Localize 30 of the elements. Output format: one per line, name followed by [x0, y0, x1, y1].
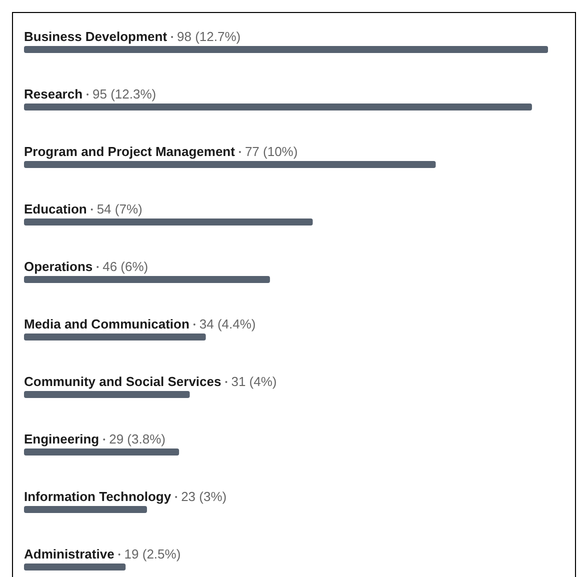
- y-tick-label: Media and Communication: [24, 316, 190, 332]
- y-tick-label: Community and Social Services: [24, 374, 222, 389]
- data-label: 77 (10%): [244, 144, 298, 159]
- bar: [24, 391, 190, 398]
- data-label: 98 (12.7%): [177, 29, 241, 44]
- data-label: 46 (6%): [102, 259, 148, 274]
- data-label: 29 (3.8%): [109, 432, 166, 446]
- data-label: 54 (7%): [96, 202, 142, 216]
- data-label: 34 (4.4%): [199, 316, 256, 332]
- data-label: 31 (4%): [231, 374, 277, 389]
- data-label: 19 (2.5%): [124, 546, 181, 562]
- bar: [24, 161, 436, 168]
- bar: [24, 506, 147, 513]
- data-label: 95 (12.3%): [92, 86, 156, 102]
- y-tick-label: Education: [24, 202, 87, 216]
- y-tick-label: Information Technology: [24, 489, 172, 504]
- y-tick-label: Operations: [24, 259, 93, 274]
- bar: [24, 564, 126, 570]
- y-tick-label: Program and Project Management: [24, 144, 236, 159]
- bar: [24, 334, 206, 340]
- y-tick-label: Research: [24, 86, 83, 102]
- y-tick-label: Business Development: [24, 29, 168, 44]
- y-tick-label: Administrative: [24, 546, 114, 562]
- bar: [24, 46, 548, 53]
- bar: [24, 276, 270, 283]
- y-tick-label: Engineering: [24, 432, 100, 446]
- data-label: 23 (3%): [181, 489, 227, 504]
- bar: [24, 104, 532, 110]
- bar: [24, 218, 313, 226]
- bar: [24, 448, 180, 456]
